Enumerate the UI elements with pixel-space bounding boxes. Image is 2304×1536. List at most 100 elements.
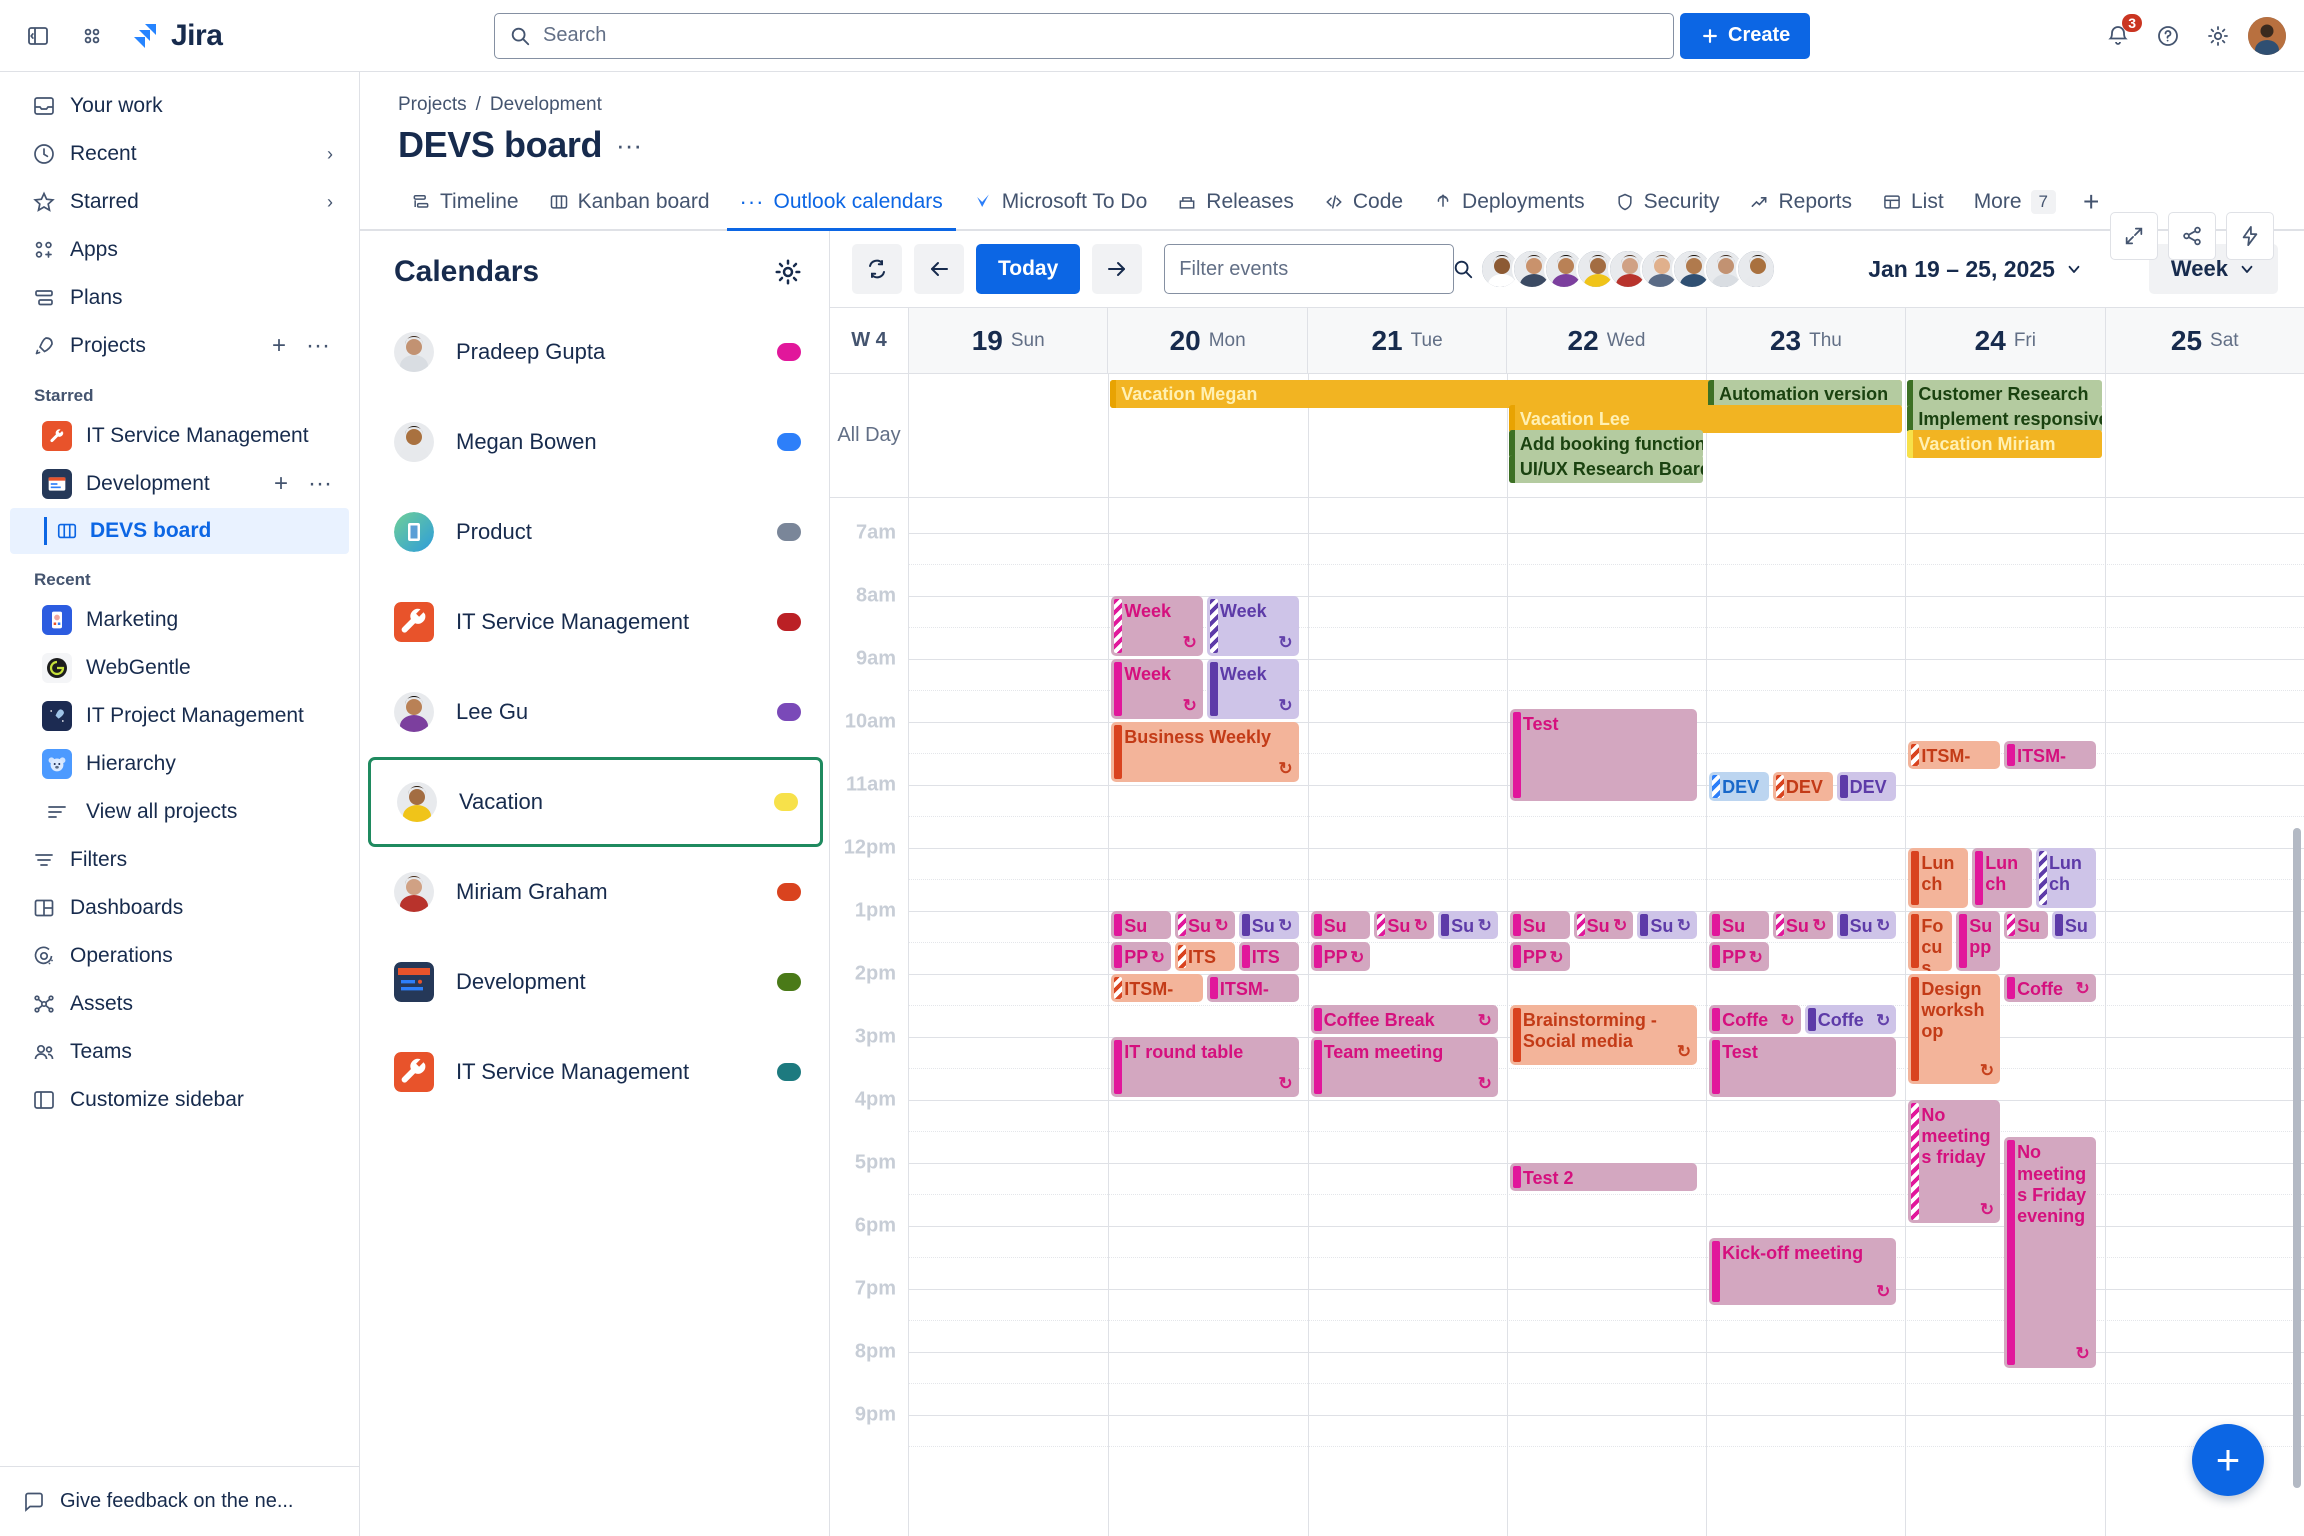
create-event-button[interactable]: + <box>2192 1424 2264 1496</box>
sidebar-item-view-all-projects[interactable]: View all projects <box>10 788 349 836</box>
calendar-event[interactable]: Lunch <box>1908 847 1969 908</box>
calendar-scrollbar[interactable] <box>2293 828 2301 1488</box>
calendar-color-dot[interactable] <box>777 883 801 901</box>
calendar-color-dot[interactable] <box>777 523 801 541</box>
sidebar-item-devs-board[interactable]: DEVS board <box>10 508 349 554</box>
calendar-event[interactable]: Su <box>2004 910 2048 940</box>
calendar-item-vacation[interactable]: Vacation <box>368 757 823 847</box>
calendar-event[interactable]: Su <box>1709 910 1769 940</box>
sidebar-item-projects[interactable]: Projects + ··· <box>10 322 349 370</box>
attendee-avatar[interactable] <box>1704 249 1745 289</box>
tab-outlook-calendars[interactable]: ··· Outlook calendars <box>726 180 956 231</box>
calendar-event[interactable]: IT round table ↻ <box>1111 1036 1299 1097</box>
day-header-fri[interactable]: 24 Fri <box>1905 308 2104 373</box>
calendar-color-dot[interactable] <box>777 1063 801 1081</box>
tab-timeline[interactable]: Timeline <box>398 180 532 231</box>
calendar-event[interactable]: Design workshop ↻ <box>1908 973 2001 1085</box>
calendar-item-it-service-management[interactable]: IT Service Management <box>360 1027 829 1117</box>
calendar-event[interactable]: Coffe ↻ <box>1709 1005 1801 1034</box>
sidebar-project-it-service-management[interactable]: IT Service Management <box>10 412 349 460</box>
calendar-event[interactable]: Su ↻ <box>1438 910 1498 940</box>
next-week-button[interactable] <box>1092 244 1143 294</box>
attendee-avatars[interactable] <box>1480 249 1777 289</box>
sidebar-item-apps[interactable]: Apps <box>10 226 349 274</box>
calendar-event[interactable]: Week ↻ <box>1111 658 1203 719</box>
calendar-event[interactable]: No meetings Friday evening ↻ <box>2004 1137 2096 1368</box>
filter-events-box[interactable] <box>1164 244 1473 294</box>
notifications-icon[interactable]: 3 <box>2098 13 2142 56</box>
tab-security[interactable]: Security <box>1602 180 1733 231</box>
app-switcher-icon[interactable] <box>72 16 112 56</box>
calendar-event[interactable]: Su ↻ <box>1836 910 1897 940</box>
calendar-color-dot[interactable] <box>777 973 801 991</box>
day-header-sat[interactable]: 25 Sat <box>2104 308 2304 373</box>
calendar-item-product[interactable]: Product <box>360 487 829 577</box>
day-header-mon[interactable]: 20 Mon <box>1107 308 1306 373</box>
attendee-avatar[interactable] <box>1736 249 1777 289</box>
sidebar-item-teams[interactable]: Teams <box>10 1028 349 1076</box>
sidebar-item-filters[interactable]: Filters <box>10 836 349 884</box>
sidebar-project-marketing[interactable]: Marketing <box>10 596 349 644</box>
calendar-event[interactable]: Team meeting ↻ <box>1310 1036 1498 1097</box>
calendar-event[interactable]: Kick-off meeting ↻ <box>1709 1238 1897 1305</box>
calendar-event[interactable]: Su <box>1111 910 1172 940</box>
calendar-event[interactable]: Week ↻ <box>1111 595 1203 656</box>
automation-lightning-icon[interactable] <box>2226 212 2274 260</box>
calendar-event[interactable]: Su ↻ <box>1772 910 1833 940</box>
tab-deployments[interactable]: Deployments <box>1420 180 1598 231</box>
calendar-event[interactable]: ITSM- <box>1111 973 1203 1003</box>
day-header-wed[interactable]: 22 Wed <box>1506 308 1705 373</box>
tab-microsoft-to-do[interactable]: Microsoft To Do <box>960 180 1161 231</box>
calendar-color-dot[interactable] <box>777 613 801 631</box>
calendar-event[interactable]: Supp <box>1956 910 2001 971</box>
attendee-avatar[interactable] <box>1608 249 1649 289</box>
calendar-item-pradeep-gupta[interactable]: Pradeep Gupta <box>360 307 829 397</box>
search-icon[interactable] <box>1452 258 1474 280</box>
calendar-event[interactable]: ITSM- <box>2004 740 2096 770</box>
settings-gear-icon[interactable] <box>2198 16 2238 56</box>
calendar-event[interactable]: Week ↻ <box>1206 595 1299 656</box>
add-board-icon[interactable]: + <box>274 470 289 497</box>
tab-kanban-board[interactable]: Kanban board <box>536 180 723 231</box>
sidebar-item-operations[interactable]: Operations <box>10 932 349 980</box>
calendar-event[interactable]: Lunch <box>2035 847 2096 908</box>
calendar-event[interactable]: Coffe ↻ <box>1804 1005 1897 1034</box>
sidebar-project-hierarchy[interactable]: Hierarchy <box>10 740 349 788</box>
filter-events-input[interactable] <box>1179 257 1445 281</box>
attendee-avatar[interactable] <box>1544 249 1585 289</box>
tab-releases[interactable]: Releases <box>1164 180 1307 231</box>
calendar-event[interactable]: Su <box>1509 910 1570 940</box>
share-icon[interactable] <box>2168 212 2216 260</box>
add-tab-icon[interactable]: + <box>2083 185 2100 217</box>
gear-icon[interactable] <box>773 257 803 287</box>
all-day-event[interactable]: Vacation Lee <box>1508 405 1903 433</box>
today-button[interactable]: Today <box>976 244 1081 294</box>
attendee-avatar[interactable] <box>1480 249 1521 289</box>
sidebar-item-starred[interactable]: Starred › <box>10 178 349 226</box>
calendar-event[interactable]: ITS <box>1175 942 1235 971</box>
user-avatar[interactable] <box>2248 16 2286 55</box>
calendar-event[interactable]: Su <box>2051 910 2096 940</box>
calendar-event[interactable]: ITSM- <box>1206 973 1299 1003</box>
calendar-color-dot[interactable] <box>777 343 801 361</box>
day-header-thu[interactable]: 23 Thu <box>1705 308 1905 373</box>
calendar-event[interactable]: DEV <box>1772 772 1833 801</box>
page-more-menu-icon[interactable]: ··· <box>616 130 643 160</box>
sidebar-toggle-icon[interactable] <box>18 16 58 56</box>
calendar-event[interactable]: Business Weekly ↻ <box>1111 721 1299 782</box>
calendar-event[interactable]: ITS <box>1238 942 1299 971</box>
tab-code[interactable]: Code <box>1311 180 1416 231</box>
calendar-item-miriam-graham[interactable]: Miriam Graham <box>360 847 829 937</box>
calendar-event[interactable]: Test 2 <box>1509 1162 1698 1192</box>
calendar-event[interactable]: PP ↻ <box>1111 942 1172 971</box>
calendar-event[interactable]: Week ↻ <box>1206 658 1299 719</box>
calendar-event[interactable]: Lunch <box>1972 847 2032 908</box>
calendar-event[interactable]: Su ↻ <box>1637 910 1698 940</box>
calendar-item-it-service-management[interactable]: IT Service Management <box>360 577 829 667</box>
calendar-item-lee-gu[interactable]: Lee Gu <box>360 667 829 757</box>
calendar-event[interactable]: Su ↻ <box>1573 910 1634 940</box>
search-input[interactable] <box>543 24 1659 47</box>
breadcrumb-projects[interactable]: Projects <box>398 94 467 115</box>
all-day-event[interactable]: Implement responsive <box>1907 405 2102 433</box>
calendar-event[interactable]: Test <box>1709 1036 1897 1097</box>
